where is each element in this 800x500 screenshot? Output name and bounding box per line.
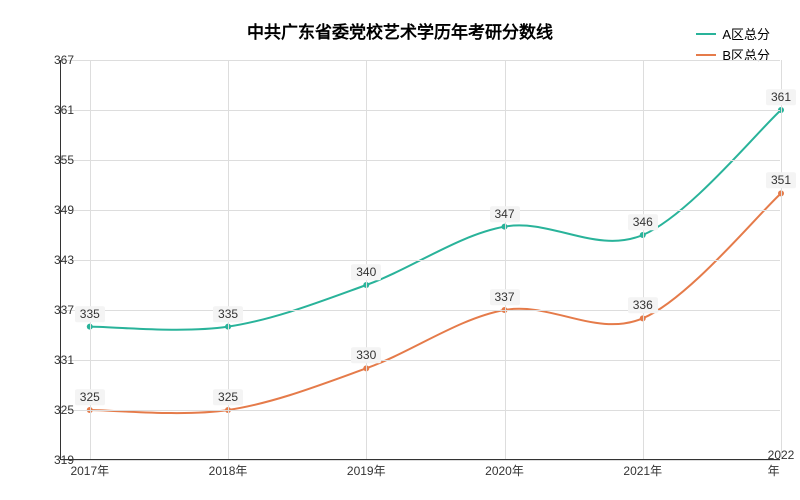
plot-area: 2017年2018年2019年2020年2021年2022年3353353403… bbox=[60, 60, 780, 460]
ytick-label: 349 bbox=[34, 203, 74, 217]
ytick-label: 319 bbox=[34, 453, 74, 467]
ytick-label: 343 bbox=[34, 253, 74, 267]
gridline-h bbox=[61, 360, 780, 361]
chart-title: 中共广东省委党校艺术学历年考研分数线 bbox=[247, 18, 553, 43]
data-label: 335 bbox=[75, 306, 105, 322]
data-label: 325 bbox=[75, 389, 105, 405]
legend-label-a: A区总分 bbox=[722, 24, 770, 43]
data-label: 347 bbox=[490, 206, 520, 222]
gridline-h bbox=[61, 310, 780, 311]
data-label: 336 bbox=[628, 298, 658, 314]
xtick-label: 2019年 bbox=[347, 462, 386, 479]
gridline-v bbox=[643, 60, 644, 459]
gridline-v bbox=[781, 60, 782, 459]
data-label: 346 bbox=[628, 214, 658, 230]
ytick-label: 361 bbox=[34, 103, 74, 117]
gridline-h bbox=[61, 160, 780, 161]
data-label: 335 bbox=[213, 306, 243, 322]
xtick-label: 2021年 bbox=[623, 462, 662, 479]
ytick-label: 367 bbox=[34, 53, 74, 67]
data-label: 325 bbox=[213, 389, 243, 405]
data-label: 337 bbox=[490, 289, 520, 305]
gridline-h bbox=[61, 60, 780, 61]
data-label: 361 bbox=[766, 89, 796, 105]
xtick-label: 2020年 bbox=[485, 462, 524, 479]
xtick-label: 2022年 bbox=[768, 448, 795, 479]
legend-swatch-a bbox=[696, 33, 716, 35]
ytick-label: 355 bbox=[34, 153, 74, 167]
xtick-label: 2017年 bbox=[70, 462, 109, 479]
gridline-h bbox=[61, 110, 780, 111]
ytick-label: 325 bbox=[34, 403, 74, 417]
gridline-h bbox=[61, 410, 780, 411]
gridline-h bbox=[61, 460, 780, 461]
xtick-label: 2018年 bbox=[209, 462, 248, 479]
gridline-h bbox=[61, 210, 780, 211]
data-label: 330 bbox=[351, 348, 381, 364]
chart-container: 中共广东省委党校艺术学历年考研分数线 A区总分 B区总分 2017年2018年2… bbox=[0, 0, 800, 500]
legend-item-a: A区总分 bbox=[696, 24, 770, 43]
series-line bbox=[90, 193, 781, 413]
gridline-v bbox=[366, 60, 367, 459]
legend-swatch-b bbox=[696, 54, 716, 56]
gridline-h bbox=[61, 260, 780, 261]
ytick-label: 337 bbox=[34, 303, 74, 317]
data-label: 340 bbox=[351, 264, 381, 280]
data-label: 351 bbox=[766, 173, 796, 189]
gridline-v bbox=[505, 60, 506, 459]
ytick-label: 331 bbox=[34, 353, 74, 367]
